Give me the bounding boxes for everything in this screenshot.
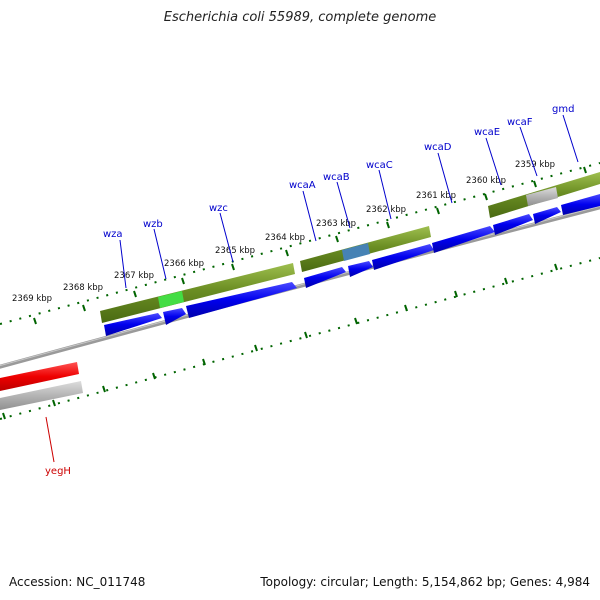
gene-arrow-wza — [104, 313, 162, 336]
accession-info: Accession: NC_011748 — [9, 575, 146, 589]
gene-arrow-gmd — [561, 194, 600, 215]
gene-arrow-wzb — [163, 308, 186, 325]
genome-backbone — [0, 205, 600, 369]
map-title: Escherichia coli 55989, complete genome — [163, 10, 437, 25]
gene-label-wcaF: wcaF — [507, 117, 533, 128]
gene-label-wcaC: wcaC — [366, 160, 393, 171]
tick-label: 2368 kbp — [63, 283, 103, 293]
gene-label-wcaD: wcaD — [424, 142, 452, 153]
gene-arrow-wcaF — [533, 207, 561, 224]
gene-label-gmd: gmd — [552, 104, 574, 115]
gene-arrow-wcaD — [432, 226, 495, 253]
cds-region-highlight-green — [158, 291, 184, 308]
reverse-gene-track — [0, 362, 83, 410]
gene-label-wcaE: wcaE — [474, 127, 500, 138]
gene-arrow-wcaC — [372, 244, 434, 270]
cds-region-yegH — [0, 381, 83, 410]
gene-label-wzb: wzb — [143, 219, 163, 230]
outer-tick-track — [0, 162, 600, 325]
tick-label: 2364 kbp — [265, 233, 305, 243]
forward-gene-track — [104, 194, 600, 336]
topology-info: Topology: circular; Length: 5,154,862 bp… — [260, 575, 590, 589]
gene-arrow-wcaB — [348, 261, 373, 277]
tick-label: 2367 kbp — [114, 271, 154, 281]
tick-label: 2366 kbp — [164, 259, 204, 269]
gene-label-wcaA: wcaA — [289, 180, 316, 191]
cds-region-track — [100, 172, 600, 323]
gene-arrow-wcaE — [493, 214, 533, 235]
gene-label-wzc: wzc — [209, 203, 228, 214]
inner-tick-track — [0, 257, 600, 420]
gene-label-wcaB: wcaB — [323, 172, 350, 183]
gene-label-yegH: yegH — [45, 466, 71, 477]
tick-label: 2360 kbp — [466, 176, 506, 186]
gene-arrow-wcaA — [304, 267, 346, 288]
gene-arrow-wzc — [186, 282, 297, 318]
tick-label: 2365 kbp — [215, 246, 255, 256]
tick-label: 2359 kbp — [515, 160, 555, 170]
cds-region-highlight-blue — [342, 243, 370, 261]
tick-label: 2369 kbp — [12, 294, 52, 304]
cds-region-neutral-gray — [526, 187, 558, 206]
tick-label: 2361 kbp — [416, 191, 456, 201]
tick-label: 2362 kbp — [366, 205, 406, 215]
cds-region — [100, 263, 295, 323]
gene-arrow-yegH — [0, 362, 79, 391]
tick-label: 2363 kbp — [316, 219, 356, 229]
gene-label-wza: wza — [103, 229, 123, 240]
